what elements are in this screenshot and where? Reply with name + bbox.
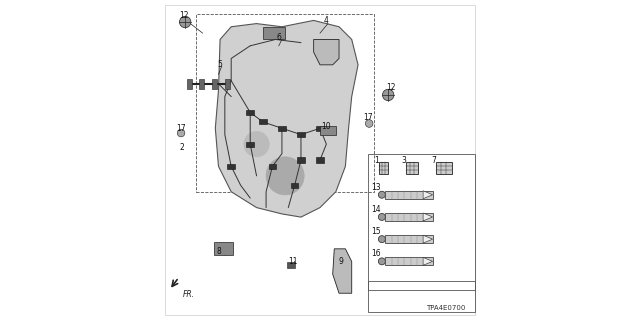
Polygon shape — [314, 39, 339, 65]
Bar — [263, 27, 285, 39]
Bar — [187, 79, 191, 89]
Text: TPA4E0700: TPA4E0700 — [426, 305, 466, 311]
Bar — [316, 157, 324, 163]
Bar — [385, 213, 433, 221]
Bar — [385, 235, 433, 243]
Text: 17: 17 — [363, 113, 372, 122]
Bar — [320, 126, 336, 135]
Text: 15: 15 — [372, 227, 381, 236]
Bar — [385, 257, 433, 265]
Circle shape — [378, 258, 385, 265]
Bar — [196, 14, 374, 192]
Polygon shape — [423, 213, 433, 221]
Bar — [278, 126, 285, 131]
Text: 6: 6 — [276, 33, 281, 42]
Bar — [385, 191, 433, 199]
Bar — [200, 79, 204, 89]
Bar — [246, 110, 254, 115]
Bar — [436, 162, 452, 174]
Bar — [214, 243, 233, 255]
Text: 16: 16 — [372, 249, 381, 258]
Text: 13: 13 — [372, 183, 381, 192]
Bar — [297, 132, 305, 137]
Bar — [287, 261, 294, 268]
Polygon shape — [423, 257, 433, 265]
Bar — [227, 164, 235, 169]
Bar — [212, 79, 217, 89]
Text: 7: 7 — [432, 156, 436, 164]
Text: 12: 12 — [179, 11, 189, 20]
Circle shape — [378, 236, 385, 243]
Text: 1: 1 — [374, 156, 379, 164]
Text: 9: 9 — [338, 257, 343, 266]
Text: 17: 17 — [176, 124, 186, 133]
Text: 8: 8 — [217, 247, 221, 257]
Circle shape — [266, 157, 304, 195]
Polygon shape — [215, 20, 358, 217]
Bar — [291, 183, 298, 188]
Bar — [246, 142, 254, 147]
Text: 14: 14 — [372, 205, 381, 214]
Bar — [225, 79, 230, 89]
Bar — [269, 164, 276, 169]
Circle shape — [383, 89, 394, 101]
Circle shape — [378, 191, 385, 198]
Bar — [367, 281, 476, 312]
Circle shape — [179, 16, 191, 28]
Circle shape — [177, 129, 185, 137]
Text: 4: 4 — [324, 16, 329, 25]
Circle shape — [365, 120, 373, 127]
Text: 5: 5 — [218, 60, 223, 69]
Circle shape — [244, 132, 269, 157]
Bar — [379, 162, 388, 174]
Bar — [259, 119, 267, 124]
Circle shape — [378, 213, 385, 220]
Text: 10: 10 — [321, 122, 331, 131]
Bar — [406, 162, 419, 174]
Polygon shape — [333, 249, 352, 293]
Text: 12: 12 — [387, 83, 396, 92]
Bar — [316, 126, 324, 131]
Text: 3: 3 — [401, 156, 406, 164]
Polygon shape — [423, 235, 433, 243]
Text: 2: 2 — [180, 143, 184, 152]
Bar — [297, 157, 305, 163]
Text: FR.: FR. — [183, 290, 195, 299]
Bar — [367, 154, 476, 290]
Text: 11: 11 — [288, 257, 298, 266]
Polygon shape — [423, 191, 433, 199]
